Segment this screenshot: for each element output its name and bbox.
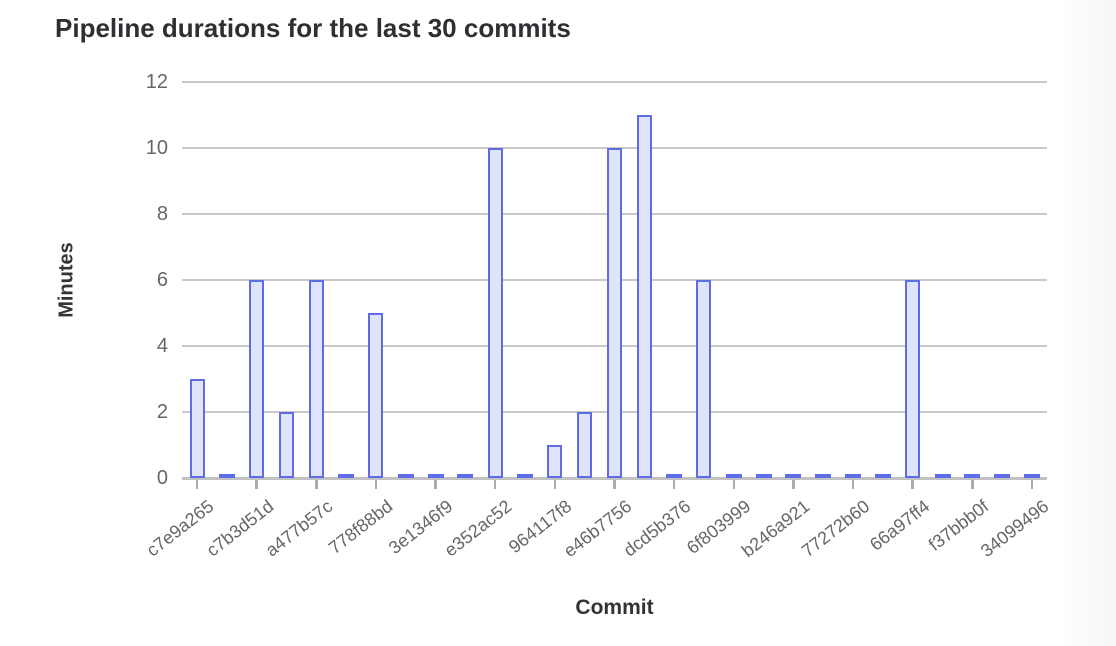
- x-tick-mark: [911, 480, 914, 489]
- bar-commit-8[interactable]: [397, 474, 414, 478]
- bar-commit-14[interactable]: [577, 412, 593, 478]
- bar-commit-28[interactable]: [994, 474, 1011, 478]
- bar-commit-20[interactable]: [755, 474, 772, 478]
- x-axis-title: Commit: [575, 596, 654, 619]
- chart-title: Pipeline durations for the last 30 commi…: [55, 13, 571, 43]
- bar-778f88bd[interactable]: [368, 313, 384, 478]
- bar-e352ac52[interactable]: [487, 148, 503, 478]
- y-tick-label: 12: [145, 71, 168, 93]
- bar-c7e9a265[interactable]: [189, 379, 205, 478]
- x-tick-mark: [434, 480, 437, 489]
- bar-dcd5b376[interactable]: [666, 474, 683, 478]
- y-tick-label: 6: [156, 269, 168, 291]
- bar-34099496[interactable]: [1024, 474, 1040, 478]
- bar-a477b57c[interactable]: [308, 280, 324, 478]
- y-tick-label: 2: [156, 401, 168, 423]
- x-tick-mark: [672, 480, 676, 489]
- bar-e46b7756[interactable]: [607, 148, 622, 478]
- plot-area: 0 2 4 6 8 10 12 c7e9a265 c7b3d51d a477b57c 778f88b…: [143, 71, 1053, 561]
- x-tick-mark: [1030, 480, 1034, 489]
- x-tick-mark: [851, 480, 855, 489]
- y-tick-label: 0: [156, 467, 168, 489]
- x-tick-mark: [613, 480, 616, 489]
- x-tick-mark: [792, 480, 795, 489]
- y-tick-label: 4: [156, 335, 168, 357]
- bar-b246a921[interactable]: [785, 474, 802, 478]
- bar-commit-24[interactable]: [874, 474, 891, 478]
- x-tick-mark: [553, 480, 557, 489]
- y-axis-title: Minutes: [55, 242, 78, 318]
- x-tick-mark: [374, 480, 378, 489]
- bar-commit-4[interactable]: [278, 412, 294, 478]
- bar-964117f8[interactable]: [547, 445, 563, 478]
- bar-commit-18[interactable]: [696, 280, 712, 478]
- bar-commit-10[interactable]: [457, 474, 474, 478]
- bar-66a97ff4[interactable]: [905, 280, 921, 478]
- page-edge-strip: [1060, 0, 1116, 646]
- bar-commit-6[interactable]: [338, 474, 355, 478]
- x-tick-mark: [315, 480, 318, 489]
- bar-6f803999[interactable]: [725, 474, 742, 478]
- x-axis-line: [182, 477, 1047, 480]
- bar-77272b60[interactable]: [845, 474, 862, 478]
- x-tick-mark: [732, 480, 736, 489]
- y-tick-label: 10: [145, 137, 168, 159]
- bar-3e1346f9[interactable]: [427, 474, 444, 478]
- bar-commit-22[interactable]: [815, 474, 832, 478]
- bar-commit-16[interactable]: [636, 115, 652, 478]
- y-tick-label: 8: [156, 203, 168, 225]
- x-tick-mark: [195, 480, 199, 489]
- x-tick-mark: [493, 480, 497, 489]
- bar-commit-12[interactable]: [517, 474, 534, 478]
- bar-c7b3d51d[interactable]: [249, 280, 265, 478]
- bar-commit-2[interactable]: [218, 474, 235, 478]
- x-tick-mark: [255, 480, 258, 489]
- x-tick-mark: [971, 480, 974, 489]
- bar-commit-26[interactable]: [934, 474, 951, 478]
- gridline: [182, 81, 1047, 83]
- bar-f37bbb0f[interactable]: [964, 474, 981, 478]
